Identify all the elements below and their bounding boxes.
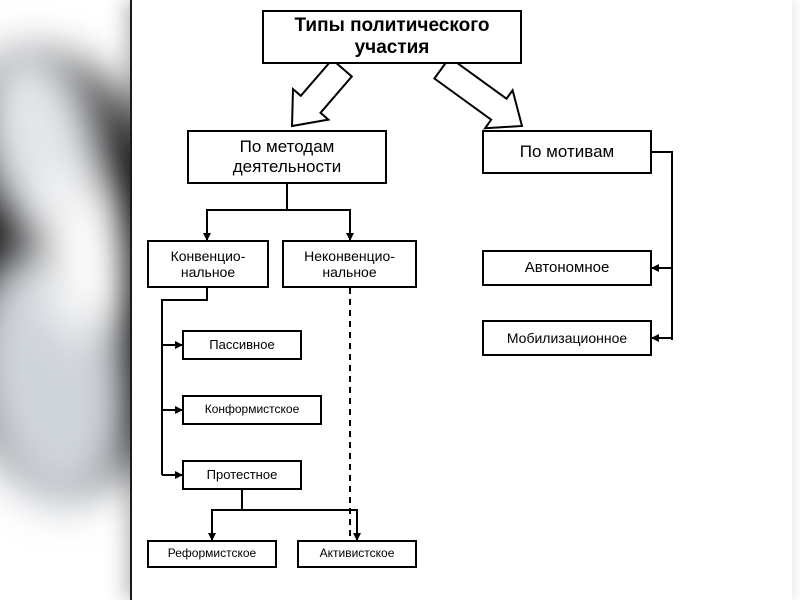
node-nonconv: Неконвенцио-нальное (282, 240, 417, 288)
diagram-edge (242, 490, 357, 540)
node-label: По методамдеятельности (233, 137, 341, 176)
node-label: Активистское (320, 547, 395, 561)
node-conv: Конвенцио-нальное (147, 240, 269, 288)
node-conform: Конформистское (182, 395, 322, 425)
diagram-paper: Типы политическогоучастия По методамдеяте… (130, 0, 792, 600)
node-activ: Активистское (297, 540, 417, 568)
node-auton: Автономное (482, 250, 652, 286)
diagram-edges-layer (132, 0, 792, 600)
diagram-edge (162, 288, 207, 475)
node-label: Протестное (207, 468, 278, 483)
node-reform: Реформистское (147, 540, 277, 568)
diagram-edge (652, 152, 672, 340)
node-label: Конформистское (205, 403, 300, 417)
node-label: Типы политическогоучастия (295, 15, 490, 59)
diagram-edge (212, 490, 242, 540)
node-label: По мотивам (520, 142, 614, 162)
block-arrow (434, 58, 522, 129)
diagram-edge (207, 184, 287, 240)
node-label: Реформистское (168, 547, 256, 561)
node-label: Автономное (525, 259, 610, 276)
diagram-edge (287, 184, 350, 240)
node-label: Пассивное (209, 338, 274, 353)
node-motives: По мотивам (482, 130, 652, 174)
node-label: Мобилизационное (507, 330, 627, 346)
node-passive: Пассивное (182, 330, 302, 360)
node-root: Типы политическогоучастия (262, 10, 522, 64)
block-arrow (292, 60, 352, 127)
node-methods: По методамдеятельности (187, 130, 387, 184)
node-label: Неконвенцио-нальное (304, 248, 395, 280)
node-protest: Протестное (182, 460, 302, 490)
node-mobil: Мобилизационное (482, 320, 652, 356)
stage: Типы политическогоучастия По методамдеяте… (0, 0, 800, 600)
flowchart-diagram: Типы политическогоучастия По методамдеяте… (132, 0, 792, 600)
node-label: Конвенцио-нальное (171, 248, 246, 280)
